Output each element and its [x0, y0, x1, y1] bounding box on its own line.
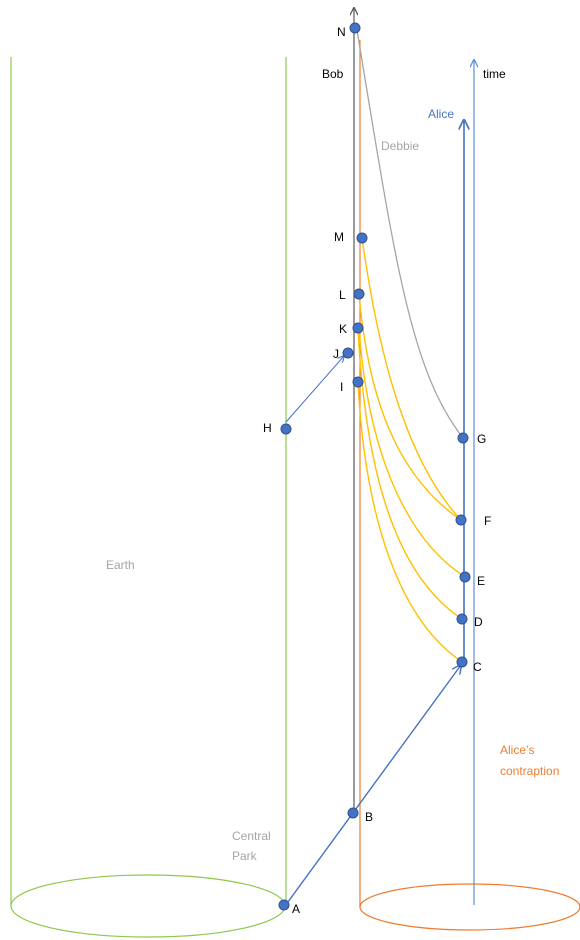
- central-park-label-line2: Park: [232, 849, 258, 863]
- event-h-label: H: [263, 421, 272, 435]
- event-n-point[interactable]: [349, 22, 361, 34]
- event-e-label: E: [477, 574, 485, 588]
- event-d-label: D: [474, 615, 483, 629]
- signal-h-j: [285, 356, 344, 423]
- event-c-label: C: [473, 660, 482, 674]
- contraption-label-line2: contraption: [500, 764, 559, 778]
- event-k-label: K: [339, 322, 347, 336]
- event-g-label: G: [477, 432, 486, 446]
- earth-worldtube: [10, 57, 287, 938]
- event-b-label: B: [365, 810, 373, 824]
- debbie-worldline: [356, 29, 464, 439]
- contraption-worldtube: [359, 40, 580, 931]
- earth-label: Earth: [106, 558, 135, 572]
- event-b-point[interactable]: [347, 807, 359, 819]
- event-m-point[interactable]: [356, 232, 368, 244]
- signal-c-i: [357, 381, 463, 663]
- event-points: [278, 22, 471, 911]
- earth-base-ellipse: [10, 874, 286, 938]
- contraption-base-ellipse: [359, 883, 580, 931]
- event-f-point[interactable]: [455, 514, 467, 526]
- alice-label: Alice: [428, 107, 454, 121]
- signal-curves: [357, 237, 466, 663]
- signal-e-k: [358, 327, 466, 578]
- event-j-label: J: [333, 347, 339, 361]
- event-l-point[interactable]: [353, 288, 365, 300]
- event-h-point[interactable]: [280, 423, 292, 435]
- central-park-label-line1: Central: [232, 829, 271, 843]
- event-f-label: F: [484, 514, 491, 528]
- event-i-point[interactable]: [352, 376, 364, 388]
- event-k-point[interactable]: [352, 322, 364, 334]
- debbie-label: Debbie: [381, 139, 419, 153]
- event-j-point[interactable]: [342, 347, 354, 359]
- event-e-point[interactable]: [459, 571, 471, 583]
- event-i-label: I: [340, 380, 343, 394]
- event-d-point[interactable]: [456, 613, 468, 625]
- bob-label: Bob: [322, 67, 344, 81]
- event-a-point[interactable]: [278, 899, 290, 911]
- signal-d-k: [357, 327, 463, 620]
- signal-f-m: [361, 237, 462, 521]
- time-label: time: [483, 67, 506, 81]
- signal-f-l: [358, 293, 462, 521]
- event-n-label: N: [337, 25, 346, 39]
- event-m-label: M: [334, 230, 344, 244]
- contraption-label-line1: Alice’s: [500, 743, 534, 757]
- event-a-label: A: [292, 902, 300, 916]
- event-c-point[interactable]: [456, 656, 468, 668]
- event-l-label: L: [339, 288, 346, 302]
- event-labels: A B C D E F G H I J K L M N: [263, 25, 491, 916]
- trajectory-a-c: [284, 665, 461, 907]
- event-g-point[interactable]: [457, 432, 469, 444]
